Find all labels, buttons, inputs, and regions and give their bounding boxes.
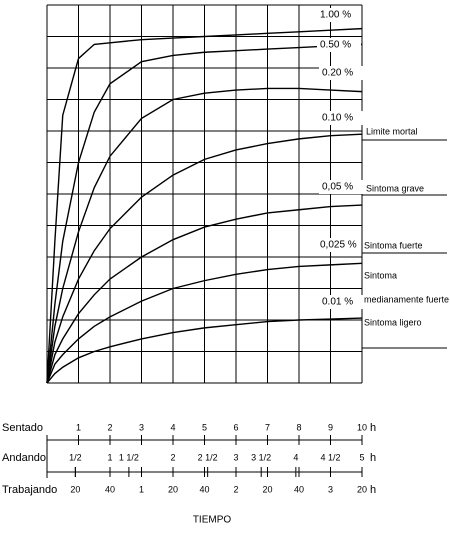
scale-tick-label: 20 xyxy=(357,484,367,494)
scale-tick-label: 1/2 xyxy=(69,452,82,462)
curve-label-bg xyxy=(319,295,363,309)
scale-unit: h xyxy=(370,452,376,464)
curve xyxy=(46,317,363,384)
curve-label-bg xyxy=(317,238,361,252)
scale-tick-label: 3 xyxy=(139,422,144,432)
scale-tick-label: 10 xyxy=(357,422,367,432)
scale-tick-label: 3 xyxy=(233,452,238,462)
scale-tick-label: 40 xyxy=(199,484,209,494)
scale-tick-label: 3 xyxy=(328,484,333,494)
scale-tick-label: 2 xyxy=(170,452,175,462)
scale-unit: h xyxy=(370,422,376,434)
annotation: Sintoma xyxy=(364,270,397,280)
scale-tick-label: 8 xyxy=(296,422,301,432)
scale-name: Trabajando xyxy=(2,484,57,496)
scale-tick-label: 1 xyxy=(76,422,81,432)
scale-tick-label: 4 xyxy=(170,422,175,432)
curve-label: 0.01 % xyxy=(322,297,353,308)
scale-tick-label: 2 xyxy=(107,422,112,432)
curve-label-bg xyxy=(317,8,361,22)
scale-tick-label: 20 xyxy=(168,484,178,494)
scale-tick-label: 1 xyxy=(107,452,112,462)
scale-tick-label: 1 1/2 xyxy=(119,452,139,462)
scale-tick-label: 2 1/2 xyxy=(198,452,218,462)
scale-tick-label: 40 xyxy=(294,484,304,494)
scale-tick-label: 5 xyxy=(359,452,364,462)
curve-label: 0,05 % xyxy=(322,182,353,193)
curve xyxy=(46,204,363,384)
curve-label: 0.10 % xyxy=(322,113,353,124)
scale-tick-label: 4 1/2 xyxy=(320,452,340,462)
scale-unit: h xyxy=(370,484,376,496)
curve xyxy=(46,262,363,384)
curve-label: 0,025 % xyxy=(320,240,357,251)
annotation: medianamente fuerte xyxy=(364,294,449,304)
scale-tick-label: 7 xyxy=(265,422,270,432)
scale-tick-label: 3 1/2 xyxy=(251,452,271,462)
curve xyxy=(46,27,363,384)
scale-name: Sentado xyxy=(2,422,43,434)
curve-label-bg xyxy=(319,180,363,194)
curve-label-bg xyxy=(319,66,363,80)
annotation: Sintoma grave xyxy=(366,183,424,193)
scale-tick-label: 1 xyxy=(139,484,144,494)
scale-name: Andando xyxy=(2,452,46,464)
scale-tick-label: 4 xyxy=(293,452,298,462)
curve-label: 1.00 % xyxy=(320,10,351,21)
scale-tick-label: 6 xyxy=(233,422,238,432)
scale-tick-label: 40 xyxy=(105,484,115,494)
curve-label: 0.50 % xyxy=(320,40,351,51)
curve xyxy=(46,43,363,384)
scale-tick-label: 5 xyxy=(202,422,207,432)
curve xyxy=(46,87,363,384)
annotation: Limite mortal xyxy=(366,126,418,136)
annotation: Sintoma fuerte xyxy=(364,240,423,250)
x-axis-title: TIEMPO xyxy=(193,515,232,526)
scale-tick-label: 20 xyxy=(262,484,272,494)
scale-tick-label: 9 xyxy=(328,422,333,432)
curve-label-bg xyxy=(319,111,363,125)
scale-tick-label: 2 xyxy=(233,484,238,494)
annotation: Sintoma ligero xyxy=(364,317,422,327)
curve-label: 0.20 % xyxy=(322,68,353,79)
curve xyxy=(46,133,363,384)
scale-tick-label: 20 xyxy=(70,484,80,494)
curve-label-bg xyxy=(317,38,361,52)
reference-lines xyxy=(362,139,447,349)
